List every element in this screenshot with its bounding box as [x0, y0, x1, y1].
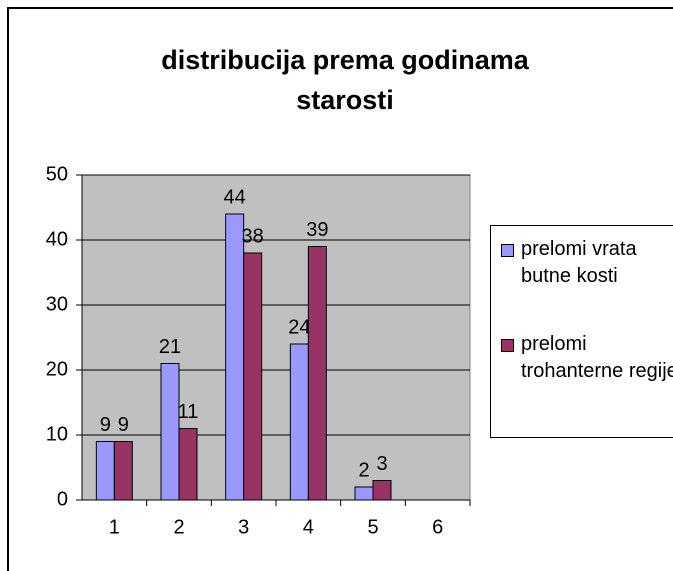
- bar: [113, 441, 133, 501]
- legend-swatch: [501, 244, 514, 257]
- value-label: 39: [306, 219, 328, 241]
- value-label: 21: [159, 336, 181, 358]
- bar: [289, 343, 309, 501]
- bar: [95, 441, 115, 501]
- bar: [372, 480, 392, 501]
- legend-label: prelomi vrata butne kosti: [521, 238, 637, 287]
- y-tick-label: 20: [46, 358, 68, 380]
- x-tick-label: 4: [303, 516, 314, 538]
- x-tick-label: 5: [367, 516, 378, 538]
- legend: prelomi vrata butne kosti prelomi trohant…: [490, 225, 673, 438]
- legend-entry: prelomi vrata butne kosti: [501, 236, 673, 290]
- bar: [307, 246, 327, 501]
- value-label: 9: [118, 414, 129, 436]
- legend-swatch: [501, 339, 514, 352]
- x-tick-label: 3: [238, 516, 249, 538]
- legend-entry: prelomi trohanterne regije: [501, 331, 673, 385]
- y-tick-label: 0: [57, 488, 68, 510]
- y-tick-label: 50: [46, 163, 68, 185]
- bar: [354, 486, 374, 501]
- value-label: 38: [242, 225, 264, 247]
- bar: [160, 363, 180, 501]
- bar: [178, 428, 198, 501]
- value-label: 44: [224, 186, 246, 208]
- plot-area: [81, 174, 471, 501]
- y-tick-label: 30: [46, 293, 68, 315]
- value-label: 11: [178, 401, 199, 423]
- y-tick-label: 10: [46, 423, 68, 445]
- x-tick-label: 6: [432, 516, 443, 538]
- x-tick-label: 1: [109, 516, 120, 538]
- value-label: 2: [358, 459, 369, 481]
- legend-label: prelomi trohanterne regije: [521, 333, 673, 382]
- value-label: 24: [288, 316, 310, 338]
- x-tick-label: 2: [173, 516, 184, 538]
- value-label: 3: [376, 453, 387, 475]
- value-label: 9: [100, 414, 111, 436]
- chart-title: distribucija prema godinama starosti: [161, 45, 529, 115]
- bar: [225, 213, 245, 501]
- bar: [243, 252, 263, 501]
- y-tick-label: 40: [46, 228, 68, 250]
